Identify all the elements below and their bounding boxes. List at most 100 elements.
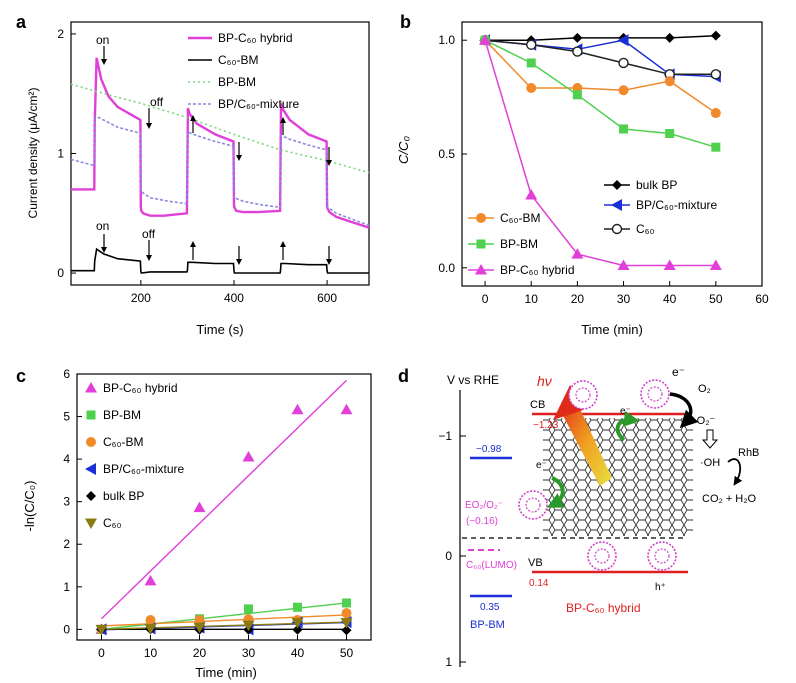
point-c-bp-bm-5: [342, 598, 351, 608]
point-c-bp-bm-4: [293, 602, 302, 612]
oxygen-label: O₂: [698, 383, 711, 395]
legend-a: BP-C₆₀ hybrid C₆₀-BM BP-BM BP/C₆₀-mixture: [188, 31, 299, 111]
y-tick-label-c-4: 4: [63, 452, 70, 466]
x-tick-label-c-2: 20: [193, 646, 207, 660]
bpbm-name: BP-BM: [470, 619, 505, 631]
c60-molecule-top-right: [640, 379, 670, 409]
point-b-c-bm-3: [618, 85, 629, 96]
y-axis-label-c: -ln(C/C₀): [22, 481, 37, 532]
legend-a-label-c-bm: C₆₀-BM: [218, 53, 258, 67]
vb-label: VB: [528, 557, 543, 569]
c60-molecule-bottom-right: [647, 541, 677, 571]
y-tick-label-c-2: 2: [63, 537, 70, 551]
light-beam-head: [553, 385, 583, 420]
point-b-c-2: [572, 46, 583, 57]
x-tick-label-a-0: 200: [131, 291, 151, 305]
ticks-b: 0 10 20 30 40 50 60 0.0 0.5 1.0: [438, 33, 769, 306]
legend-b-marker-bp-c-mixture: [611, 199, 622, 211]
line-a-bp-c-hybrid: [71, 57, 370, 229]
y-tick-label-a-0: 0: [57, 266, 64, 280]
point-c-bp-c-hybrid-4: [291, 403, 304, 415]
x-tick-label-b-5: 50: [709, 292, 723, 306]
x-tick-label-b-0: 0: [482, 292, 489, 306]
point-c-bp-c-hybrid-2: [193, 501, 206, 513]
point-c-bulk-bp-5: [341, 625, 352, 636]
annotation-on-top: on: [96, 33, 109, 47]
electron-transfer-arrow-top: [615, 410, 640, 442]
line-b-c: [485, 39, 716, 76]
redox-label: EO₂/O₂⁻: [465, 500, 503, 511]
oxygen-reduction-arrow: [669, 392, 699, 429]
series-lines-a: [70, 57, 370, 274]
series-lines-b: [479, 30, 722, 271]
panel-label-d: d: [398, 366, 409, 386]
y-tick-label-c-5: 5: [63, 410, 70, 424]
point-c-c-5: [340, 618, 353, 629]
legend-a-label-bp-bm: BP-BM: [218, 75, 256, 89]
panel-label-a: a: [16, 12, 27, 32]
photon-label: hν: [537, 373, 552, 389]
bpbm-vb-value: 0.35: [480, 602, 500, 613]
legend-c-marker-bp-c-mixture: [85, 463, 96, 475]
line-b-bp-c-hybrid: [484, 39, 716, 267]
black-phosphorus-lattice: [543, 418, 693, 536]
point-b-c-1: [526, 39, 537, 50]
line-b-c-bm: [484, 39, 717, 114]
ticks-c: 0 10 20 30 40 50 0 1 2 3 4 5 6: [63, 367, 353, 660]
fit-line-c-bp-bm: [101, 602, 347, 631]
point-c-bulk-bp-4: [292, 624, 303, 635]
cb-value: −1.23: [533, 420, 559, 431]
point-c-bp-bm-3: [244, 604, 253, 614]
c60-molecule-top-left: [568, 380, 598, 410]
x-tick-label-c-0: 0: [98, 646, 105, 660]
oh-reaction-arrow: [727, 458, 743, 486]
panel-d: V vs RHE −1 0 1 hν CB −1.23 VB 0.14 −0.9…: [438, 365, 759, 669]
point-c-c-bm-1: [145, 614, 156, 625]
legend-c-marker-bulk-bp: [86, 491, 96, 501]
electron-label-left: e⁻: [536, 460, 547, 471]
x-tick-label-c-3: 30: [242, 646, 256, 660]
c60-molecule-bottom-mid: [587, 541, 617, 571]
line-b-bp-bm: [484, 39, 717, 148]
x-tick-label-b-3: 30: [617, 292, 631, 306]
point-b-bp-c-hybrid-2: [571, 248, 584, 259]
legend-b-marker-bp-c-hybrid: [475, 264, 487, 275]
legend-b-label-bp-c-hybrid: BP-C₆₀ hybrid: [500, 263, 575, 277]
energy-axis-label: V vs RHE: [447, 373, 499, 387]
fit-line-c-c-bm: [101, 614, 347, 627]
line-a-bp-c-mixture: [70, 116, 370, 226]
energy-tick-label-1: 1: [445, 655, 452, 669]
legend-b: bulk BP BP/C₆₀-mixture C₆₀ C₆₀-BM BP-BM BP-C₆…: [468, 178, 717, 277]
energy-tick-label-minus1: −1: [438, 429, 452, 443]
legend-c-marker-bp-c-hybrid: [85, 382, 97, 393]
superoxide-label: ·O₂⁻: [693, 415, 715, 427]
ticks-a: 200 400 600 0 1 2: [57, 27, 337, 305]
y-tick-label-c-6: 6: [63, 367, 70, 381]
x-axis-label-a: Time (s): [196, 322, 243, 337]
bpbm-cb-value: −0.98: [476, 444, 502, 455]
hydroxyl-label: ·OH: [700, 457, 720, 469]
plot-frame-c: [76, 373, 372, 641]
legend-c-label-bulk-bp: bulk BP: [103, 489, 144, 503]
fit-line-c-bp-c-hybrid: [101, 379, 347, 620]
legend-c: BP-C₆₀ hybrid BP-BM C₆₀-BM BP/C₆₀-mixture bu…: [85, 381, 184, 530]
point-b-bulk-bp-5: [710, 30, 721, 41]
y-tick-label-b-0: 0.0: [438, 261, 455, 275]
on-off-arrows-a: [101, 46, 332, 265]
point-c-c-3: [242, 620, 255, 632]
y-tick-label-c-0: 0: [63, 622, 70, 636]
annotation-off-top: off: [150, 95, 164, 109]
legend-c-label-bp-c-hybrid: BP-C₆₀ hybrid: [103, 381, 178, 395]
point-c-bp-c-hybrid-1: [144, 574, 157, 586]
hole-label: h⁺: [655, 582, 666, 593]
panel-a: 200 400 600 0 1 2 on off on off Time (s) Curr…: [26, 21, 370, 337]
y-tick-label-c-3: 3: [63, 495, 70, 509]
c60-molecule-left: [518, 490, 548, 520]
legend-b-label-c: C₆₀: [636, 222, 655, 236]
x-tick-label-b-4: 40: [663, 292, 677, 306]
point-b-c-bm-4: [664, 76, 675, 87]
y-axis-label-b: C/C₀: [396, 136, 411, 164]
point-b-bp-c-hybrid-0: [479, 34, 492, 45]
